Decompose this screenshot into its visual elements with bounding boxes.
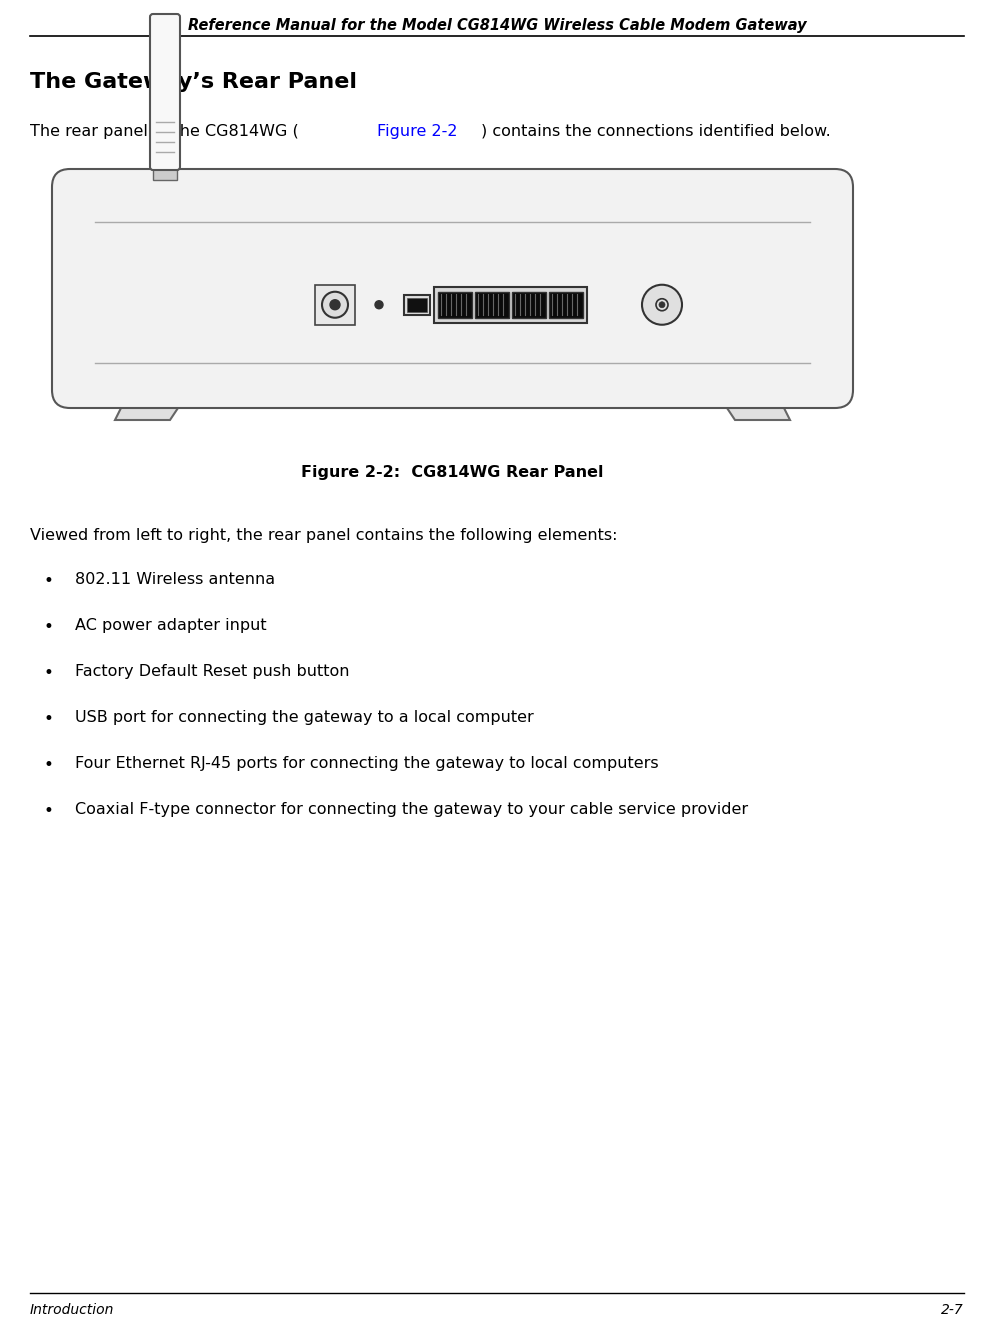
Circle shape xyxy=(642,284,682,324)
FancyBboxPatch shape xyxy=(150,15,180,170)
Bar xyxy=(407,298,427,312)
Text: Coaxial F-type connector for connecting the gateway to your cable service provid: Coaxial F-type connector for connecting … xyxy=(75,801,748,817)
Text: ) contains the connections identified below.: ) contains the connections identified be… xyxy=(481,124,830,140)
Bar xyxy=(315,284,355,324)
Text: •: • xyxy=(43,618,53,637)
Text: USB port for connecting the gateway to a local computer: USB port for connecting the gateway to a… xyxy=(75,710,534,726)
Text: Figure 2-2: Figure 2-2 xyxy=(377,124,457,140)
Text: •: • xyxy=(43,664,53,682)
Text: •: • xyxy=(43,571,53,590)
Circle shape xyxy=(656,299,668,311)
Text: Figure 2-2:  CG814WG Rear Panel: Figure 2-2: CG814WG Rear Panel xyxy=(301,465,603,480)
Text: Introduction: Introduction xyxy=(30,1302,114,1317)
Circle shape xyxy=(330,300,340,310)
Text: AC power adapter input: AC power adapter input xyxy=(75,618,266,633)
Text: 802.11 Wireless antenna: 802.11 Wireless antenna xyxy=(75,571,275,587)
Bar xyxy=(434,287,587,323)
Bar xyxy=(153,158,177,179)
Polygon shape xyxy=(115,389,190,420)
FancyBboxPatch shape xyxy=(52,169,853,408)
Text: The Gateway’s Rear Panel: The Gateway’s Rear Panel xyxy=(30,72,357,92)
Text: •: • xyxy=(43,801,53,820)
Circle shape xyxy=(322,292,348,318)
Bar xyxy=(549,292,583,318)
Bar xyxy=(404,295,430,315)
Polygon shape xyxy=(715,389,790,420)
Bar xyxy=(512,292,546,318)
Bar xyxy=(438,292,472,318)
Text: The rear panel of the CG814WG (: The rear panel of the CG814WG ( xyxy=(30,124,299,140)
Text: •: • xyxy=(43,756,53,773)
Text: Viewed from left to right, the rear panel contains the following elements:: Viewed from left to right, the rear pane… xyxy=(30,528,617,544)
Circle shape xyxy=(375,300,383,308)
Text: 2-7: 2-7 xyxy=(941,1302,964,1317)
Bar xyxy=(475,292,509,318)
Text: Four Ethernet RJ-45 ports for connecting the gateway to local computers: Four Ethernet RJ-45 ports for connecting… xyxy=(75,756,659,771)
Circle shape xyxy=(659,302,665,308)
Text: •: • xyxy=(43,710,53,728)
Text: Factory Default Reset push button: Factory Default Reset push button xyxy=(75,664,350,679)
Text: Reference Manual for the Model CG814WG Wireless Cable Modem Gateway: Reference Manual for the Model CG814WG W… xyxy=(188,19,806,33)
